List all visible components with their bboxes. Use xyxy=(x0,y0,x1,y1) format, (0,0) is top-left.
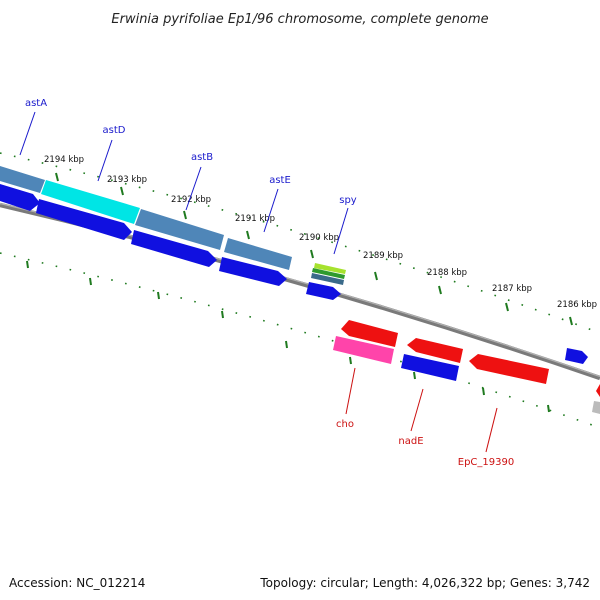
reverse-gene-labels xyxy=(345,367,498,453)
cds-arrow-epc19390[interactable] xyxy=(469,354,549,384)
cds-arrow-nade[interactable] xyxy=(401,354,459,381)
major-ticks-bottom xyxy=(26,260,550,413)
gene-label-astd[interactable]: astD xyxy=(103,125,126,136)
gene-block-astb[interactable] xyxy=(135,209,224,250)
gene-label-spy[interactable]: spy xyxy=(339,195,357,206)
cds-arrow-astd[interactable] xyxy=(36,199,132,240)
scale-label: 2191 kbp xyxy=(235,214,275,224)
tick-track-top xyxy=(0,152,600,334)
feature-cho[interactable] xyxy=(333,336,394,364)
scale-label: 2188 kbp xyxy=(427,268,467,278)
gene-label-astb[interactable]: astB xyxy=(191,152,213,163)
gene-block-astd-highlight[interactable] xyxy=(41,180,140,224)
cds-arrow-aste[interactable] xyxy=(219,257,287,286)
cds-arrow-right-edge-reverse[interactable] xyxy=(596,384,600,397)
scale-label: 2189 kbp xyxy=(363,251,403,261)
accession-text: Accession: NC_012214 xyxy=(9,576,146,590)
gene-label-aste[interactable]: astE xyxy=(269,175,291,186)
scale-label: 2194 kbp xyxy=(44,155,84,165)
scale-label: 2190 kbp xyxy=(299,233,339,243)
gene-label-asta[interactable]: astA xyxy=(25,98,47,109)
cds-arrow-spy[interactable] xyxy=(306,282,341,300)
cds-arrow-astb[interactable] xyxy=(131,230,217,267)
forward-gene-labels xyxy=(19,111,349,255)
gene-block-aste[interactable] xyxy=(224,238,292,270)
tick-track-bottom xyxy=(0,252,596,427)
scale-labels: 2194 kbp 2193 kbp 2192 kbp 2191 kbp 2190… xyxy=(44,155,597,310)
cds-arrow-cho-upper[interactable] xyxy=(341,320,398,347)
scale-label: 2192 kbp xyxy=(171,195,211,205)
scale-label: 2187 kbp xyxy=(492,284,532,294)
gene-label-epc19390[interactable]: EpC_19390 xyxy=(458,457,514,468)
feature-grey-right-edge[interactable] xyxy=(592,401,600,414)
scale-label: 2193 kbp xyxy=(107,175,147,185)
gene-block-asta[interactable] xyxy=(0,166,45,193)
gene-block-spy[interactable] xyxy=(311,263,346,285)
cds-arrow-right-edge[interactable] xyxy=(565,348,588,364)
map-title: Erwinia pyrifoliae Ep1/96 chromosome, co… xyxy=(111,12,488,27)
gene-label-cho[interactable]: cho xyxy=(336,419,354,430)
scale-label: 2186 kbp xyxy=(557,300,597,310)
cds-arrow-asta[interactable] xyxy=(0,184,40,211)
gene-label-nade[interactable]: nadE xyxy=(398,436,423,447)
cds-arrow-nade-reverse[interactable] xyxy=(407,338,463,363)
topology-text: Topology: circular; Length: 4,026,322 bp… xyxy=(260,576,590,590)
major-ticks-top xyxy=(55,172,573,326)
